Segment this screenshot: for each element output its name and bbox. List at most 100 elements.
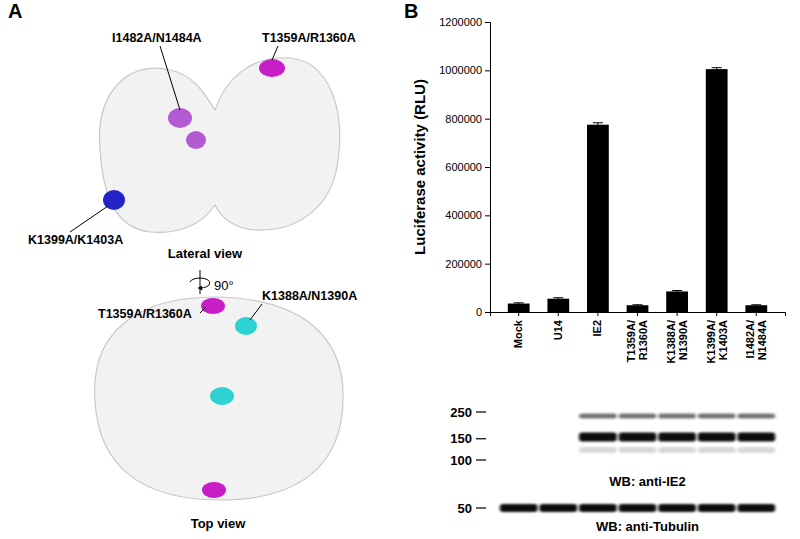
y-tick-mark xyxy=(485,22,490,23)
y-tick-mark xyxy=(485,167,490,168)
leader-line xyxy=(70,206,108,232)
y-tick-label: 1000000 xyxy=(439,64,482,76)
error-cap xyxy=(751,304,761,305)
error-cap xyxy=(514,302,524,303)
marker-tick xyxy=(476,411,486,412)
structure-view: T1359A/R1360AK1388A/N1390ATop view xyxy=(95,289,358,531)
y-tick-label: 1200000 xyxy=(439,16,482,28)
x-tick-mark xyxy=(558,312,559,316)
blot-band xyxy=(737,447,775,453)
x-tick-label: K1399A/K1403A xyxy=(704,320,728,363)
blot-band xyxy=(658,447,696,453)
mutation-patch xyxy=(168,108,192,128)
x-axis-line xyxy=(491,313,786,317)
y-tick-mark xyxy=(485,119,490,120)
y-tick: 0 xyxy=(476,306,490,318)
blot-band xyxy=(737,504,775,512)
blot-band xyxy=(737,414,775,419)
y-tick: 800000 xyxy=(445,113,490,125)
y-tick-label: 400000 xyxy=(445,209,482,221)
blot-band xyxy=(658,433,696,442)
mutation-patch xyxy=(259,59,285,77)
mutation-patch xyxy=(186,131,206,149)
y-tick: 200000 xyxy=(445,258,490,270)
x-tick: Mock xyxy=(512,312,524,348)
leader-line xyxy=(200,307,206,313)
bar xyxy=(587,125,609,312)
x-tick: K1399A/K1403A xyxy=(704,312,728,363)
bar xyxy=(627,305,649,312)
blot-band xyxy=(579,504,617,512)
figure: A I1482A/N1484A T1359A/R1360A K1399A/K1403A… xyxy=(0,0,800,539)
blot-label: WB: anti-Tubulin xyxy=(596,519,699,534)
view-title: Lateral view xyxy=(168,246,243,261)
x-tick: T1359A/R1360A xyxy=(625,312,649,362)
marker-label: 150 xyxy=(450,431,472,446)
leader-line xyxy=(272,46,278,60)
y-tick-label: 0 xyxy=(476,306,482,318)
error-bar xyxy=(751,304,761,306)
x-tick-mark xyxy=(716,312,717,316)
mutation-label: T1359A/R1360A xyxy=(262,31,356,45)
blot-label: WB: anti-IE2 xyxy=(609,474,686,489)
marker-tick xyxy=(476,507,486,508)
leader-line xyxy=(160,46,180,110)
blot-band xyxy=(737,433,775,442)
marker-label: 50 xyxy=(458,501,472,516)
x-tick: I1482A/N1484A xyxy=(744,312,768,360)
leader-line xyxy=(250,304,262,320)
error-bar xyxy=(593,123,603,127)
blot-band xyxy=(619,433,657,442)
blot-band xyxy=(698,414,736,419)
mutation-patch xyxy=(201,298,225,314)
error-stem xyxy=(597,123,598,127)
blot-band xyxy=(698,433,736,442)
y-axis-title: Luciferase activity (RLU) xyxy=(411,79,428,255)
marker-label: 250 xyxy=(450,405,472,420)
mutation-label: I1482A/N1484A xyxy=(112,31,202,45)
marker-tick xyxy=(476,459,486,460)
error-bar xyxy=(553,298,563,300)
x-tick-label: U14 xyxy=(552,319,564,340)
y-tick-mark xyxy=(485,264,490,265)
figure-svg: A I1482A/N1484A T1359A/R1360A K1399A/K1403A… xyxy=(0,0,800,539)
x-tick-mark xyxy=(677,312,678,316)
blot-band xyxy=(619,447,657,453)
western-blot: 250150100WB: anti-IE2 xyxy=(450,405,775,489)
y-tick-mark xyxy=(485,70,490,71)
y-tick-mark xyxy=(485,215,490,216)
y-tick: 600000 xyxy=(445,161,490,173)
blot-band xyxy=(579,447,617,453)
blot-band xyxy=(698,504,736,512)
x-tick-label: T1359A/R1360A xyxy=(625,320,649,362)
marker-tick xyxy=(476,438,486,439)
blot-band xyxy=(579,414,617,419)
bar xyxy=(706,69,728,312)
x-tick: IE2 xyxy=(591,312,603,337)
rotation-label: 90° xyxy=(214,278,234,293)
blot-band xyxy=(658,414,696,419)
y-axis: 0 200000 400000 600000 800000 1000000 1200000 xyxy=(439,16,490,318)
panel-b: B020000040000060000080000010000001200000… xyxy=(404,0,786,534)
bar xyxy=(745,305,767,312)
mutation-label: K1399A/K1403A xyxy=(28,233,123,247)
blot-band xyxy=(619,504,657,512)
structure-view: I1482A/N1484A T1359A/R1360A K1399A/K1403A L… xyxy=(28,31,356,261)
y-tick: 400000 xyxy=(445,209,490,221)
bar xyxy=(508,304,530,312)
error-cap xyxy=(712,67,722,68)
panel-a: A I1482A/N1484A T1359A/R1360A K1399A/K1403A… xyxy=(8,0,357,531)
bars xyxy=(508,69,767,312)
mutation-patch xyxy=(235,317,257,335)
error-cap xyxy=(593,122,603,123)
x-tick: K1388A/N1390A xyxy=(665,312,689,363)
y-tick-mark xyxy=(485,312,490,313)
y-tick: 1000000 xyxy=(439,64,490,76)
x-axis: Mock U14 IE2 T1359A/R1360A K1388A/N1390A K139… xyxy=(491,312,786,363)
error-cap xyxy=(672,290,682,291)
blot-band xyxy=(579,433,617,442)
x-tick-mark xyxy=(518,312,519,316)
error-bar xyxy=(633,304,643,306)
rotation-axis xyxy=(200,270,201,294)
panel-label: A xyxy=(8,0,22,22)
